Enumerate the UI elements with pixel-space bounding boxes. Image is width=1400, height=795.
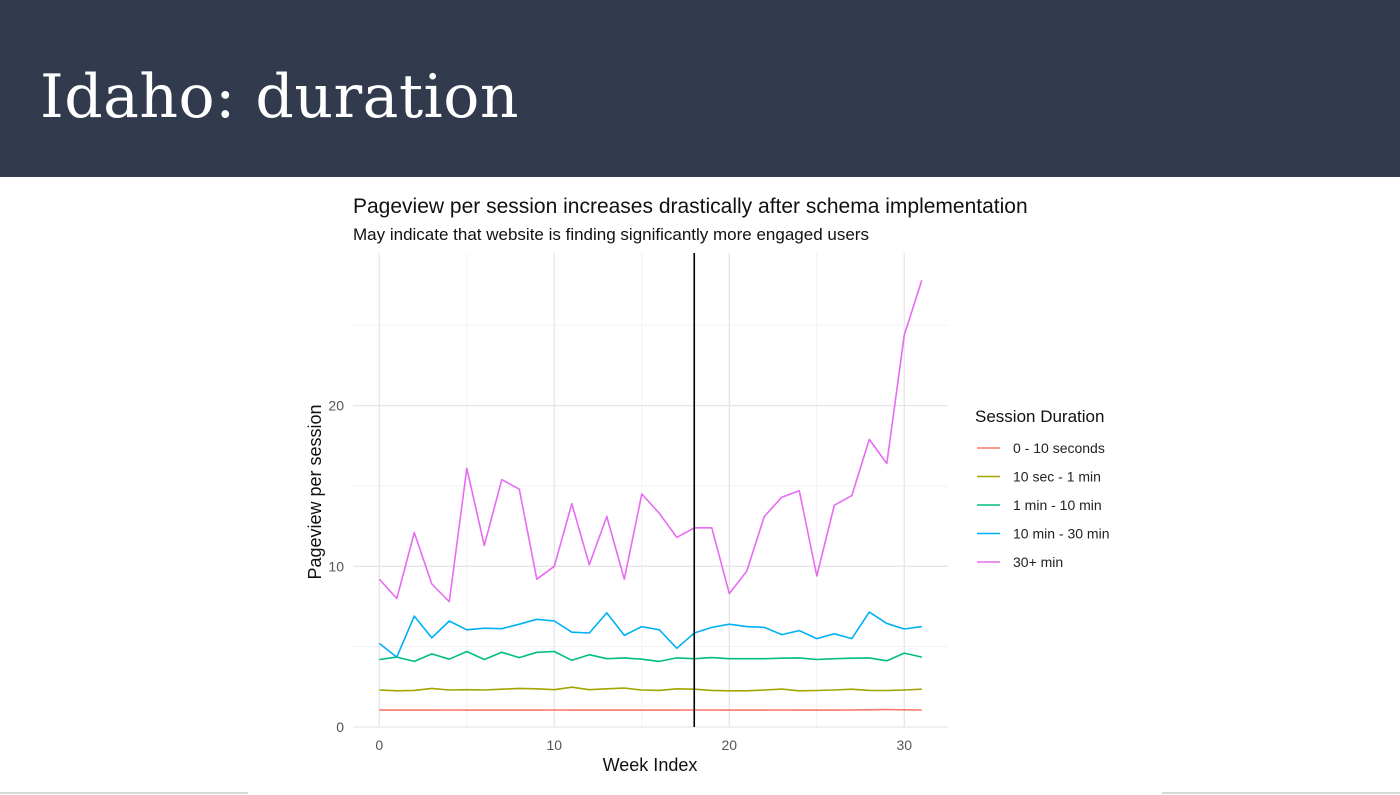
y-axis-label: Pageview per session	[305, 404, 325, 579]
y-tick-label: 20	[328, 398, 344, 414]
series-line	[378, 611, 922, 658]
series-line	[378, 280, 923, 603]
x-axis-label: Week Index	[603, 755, 698, 775]
y-tick-label: 10	[328, 558, 344, 574]
legend: Session Duration 0 - 10 seconds 10 sec - …	[975, 407, 1109, 570]
chart-title: Pageview per session increases drastical…	[353, 195, 1028, 218]
series-line	[379, 650, 922, 663]
slide-header: Idaho: duration	[0, 0, 1400, 177]
bottom-divider-right	[1162, 792, 1400, 794]
legend-label: 10 sec - 1 min	[1013, 469, 1101, 485]
x-tick-label: 20	[721, 737, 737, 753]
legend-label: 0 - 10 seconds	[1013, 440, 1105, 456]
series-line	[379, 708, 922, 711]
series-lines	[378, 280, 923, 711]
bottom-divider-left	[0, 792, 248, 794]
legend-label: 10 min - 30 min	[1013, 526, 1109, 542]
series-line	[379, 686, 922, 692]
x-tick-label: 30	[896, 737, 912, 753]
legend-label: 30+ min	[1013, 554, 1063, 570]
chart-subtitle: May indicate that website is finding sig…	[353, 225, 869, 244]
slide-title: Idaho: duration	[40, 62, 520, 132]
x-tick-label: 10	[546, 737, 562, 753]
grid-lines	[353, 253, 948, 728]
y-tick-label: 0	[336, 719, 344, 735]
legend-label: 1 min - 10 min	[1013, 497, 1102, 513]
legend-title: Session Duration	[975, 407, 1104, 426]
axis-ticks: 0 10 20 30 0 10 20	[328, 398, 912, 753]
x-tick-label: 0	[375, 737, 383, 753]
